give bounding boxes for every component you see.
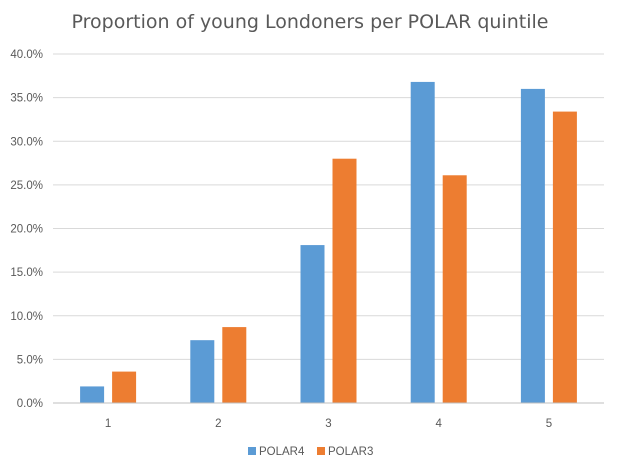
bar-polar4-3 [300, 245, 325, 403]
legend-label-polar4: POLAR4 [259, 446, 305, 458]
x-axis-tick-labels: 1 2 3 4 5 [105, 418, 552, 430]
bar-polar4-5 [520, 88, 545, 404]
x-tick-label: 2 [215, 418, 221, 430]
y-tick-label: 35.0% [10, 93, 43, 105]
y-tick-label: 25.0% [10, 180, 43, 192]
bar-polar3-1 [112, 371, 137, 403]
bar-polar3-2 [222, 327, 247, 403]
x-tick-label: 5 [546, 418, 552, 430]
bar-polar4-4 [410, 81, 435, 404]
bar-polar3-4 [442, 175, 467, 403]
legend-swatch-polar4 [248, 447, 256, 455]
y-tick-label: 40.0% [10, 49, 43, 61]
y-tick-label: 20.0% [10, 224, 43, 236]
grid-lines [53, 53, 604, 360]
bar-polar3-3 [332, 158, 357, 403]
bar-polar4-2 [190, 340, 215, 403]
x-tick-label: 3 [325, 418, 331, 430]
legend: POLAR4 POLAR3 [248, 446, 373, 458]
x-tick-label: 1 [105, 418, 111, 430]
y-tick-label: 30.0% [10, 136, 43, 148]
bars [80, 81, 577, 404]
legend-swatch-polar3 [317, 447, 325, 455]
legend-label-polar3: POLAR3 [328, 446, 373, 458]
y-tick-label: 10.0% [10, 311, 43, 323]
y-tick-label: 0.0% [17, 398, 43, 410]
x-tick-label: 4 [435, 418, 442, 430]
bar-polar3-5 [552, 111, 577, 404]
y-tick-label: 5.0% [17, 354, 43, 366]
y-axis-tick-labels: 0.0% 5.0% 10.0% 15.0% 20.0% 25.0% 30.0% 35.0% 40… [10, 49, 43, 410]
bar-polar4-1 [80, 386, 105, 403]
y-tick-label: 15.0% [10, 267, 43, 279]
chart-title: Proportion of young Londoners per POLAR … [72, 11, 549, 33]
